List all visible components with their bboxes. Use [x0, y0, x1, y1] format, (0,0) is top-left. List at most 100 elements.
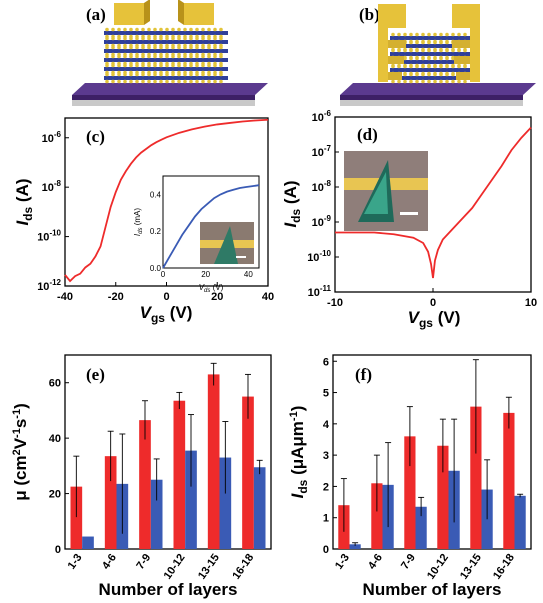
chart-c-ytick-label-1-part: 10	[37, 232, 49, 244]
atom-top	[147, 54, 151, 59]
atom-top	[415, 72, 419, 77]
electrode-right-a	[178, 0, 214, 25]
panel-a-label: (a)	[86, 5, 106, 24]
atom-top	[207, 54, 211, 59]
atom-top	[451, 64, 455, 69]
chart-e-xtick-label-2: 7-9	[134, 552, 153, 572]
atom-top	[129, 54, 133, 59]
chart-e-bar-0-5	[242, 396, 254, 549]
chart-f-xlabel: Number of layers	[363, 580, 502, 599]
atom-top	[195, 36, 199, 41]
atom-bottom	[159, 79, 163, 84]
chart-d-xlabel-part: V	[408, 308, 421, 327]
chart-f-ytick-label-6-part: 6	[323, 356, 329, 368]
atom-top	[433, 48, 437, 53]
chart-e-panel-label: (e)	[86, 365, 105, 384]
atom-top	[183, 27, 187, 32]
chart-e-bar-1-4	[219, 457, 232, 549]
atom-top	[147, 72, 151, 77]
atom-top	[445, 40, 449, 45]
atom-top	[457, 32, 461, 37]
atom-top	[451, 56, 455, 61]
inset-xtick-label-2: 40	[244, 270, 253, 279]
layer-core	[390, 68, 472, 72]
atom-bottom	[391, 79, 395, 84]
atom-top	[159, 45, 163, 50]
chart-c-xlabel-part: gs	[151, 311, 165, 325]
atom-top	[403, 48, 407, 53]
chart-e-xtick-label-1: 4-6	[100, 552, 119, 572]
atom-top	[445, 32, 449, 37]
atom-top	[219, 72, 223, 77]
atom-top	[189, 36, 193, 41]
atom-bottom	[105, 79, 109, 84]
atom-top	[219, 54, 223, 59]
chart-c-ylabel-part: ds	[21, 206, 35, 220]
atom-top	[397, 32, 401, 37]
atom-bottom	[219, 79, 223, 84]
chart-c-xtick-label-0-part: -40	[57, 291, 73, 303]
atom-top	[141, 36, 145, 41]
atom-top	[165, 36, 169, 41]
atom-top	[135, 72, 139, 77]
chart-d-ytick-label-5: 10-6	[312, 109, 332, 124]
chart-d-xlabel-part: (V)	[433, 308, 460, 327]
chart-f-xtick-label-3: 10-12	[425, 552, 451, 582]
atom-bottom	[415, 79, 419, 84]
atom-top	[171, 72, 175, 77]
atom-top	[183, 54, 187, 59]
chart-f-ytick-label-3-part: 3	[323, 450, 329, 462]
atom-top	[105, 36, 109, 41]
atom-top	[439, 32, 443, 37]
atom-top	[123, 63, 127, 68]
atom-bottom	[439, 79, 443, 84]
layer-core	[104, 58, 228, 62]
chart-f-ytick-label-2: 2	[323, 481, 329, 493]
chart-f-ylabel-part: (μAμm	[288, 421, 307, 480]
atom-top	[135, 54, 139, 59]
atom-top	[135, 45, 139, 50]
inset-ylabel-part: ds	[138, 227, 144, 233]
atom-top	[201, 63, 205, 68]
chart-f-ytick-label-1-part: 1	[323, 513, 329, 525]
atom-bottom	[111, 79, 115, 84]
atom-top	[183, 63, 187, 68]
atom-top	[463, 48, 467, 53]
chart-c-ytick-label-1: 10-10	[37, 229, 61, 244]
chart-e-xtick-label-4: 13-15	[196, 552, 222, 582]
atom-top	[135, 27, 139, 32]
atom-top	[189, 63, 193, 68]
atom-top	[427, 32, 431, 37]
atom-top	[207, 63, 211, 68]
atom-top	[445, 56, 449, 61]
chart-d-ytick-label-1-part: 10	[307, 252, 319, 264]
atom-top	[147, 27, 151, 32]
atom-top	[117, 54, 121, 59]
chart-d-ytick-label-4-part: 10	[312, 147, 324, 159]
chart-c-ytick-label-1-part: -10	[49, 229, 61, 238]
atom-top	[177, 72, 181, 77]
chart-c-ytick-label-0-part: 10	[37, 281, 49, 293]
chart-e-ytick-label-3: 60	[49, 378, 61, 390]
atom-top	[427, 48, 431, 53]
atom-bottom	[463, 79, 467, 84]
atom-top	[427, 64, 431, 69]
micrograph-flake	[214, 226, 238, 264]
atom-bottom	[207, 79, 211, 84]
atom-top	[159, 27, 163, 32]
atom-top	[153, 72, 157, 77]
atom-top	[171, 45, 175, 50]
chart-c-ytick-label-3-part: 10	[42, 133, 54, 145]
substrate-top-b	[340, 83, 536, 95]
chart-f-ytick-label-1: 1	[323, 513, 329, 525]
inset-ytick-label-2-part: 0.4	[150, 190, 162, 199]
chart-d-ytick-label-1: 10-10	[307, 249, 331, 264]
chart-c-ylabel-part: I	[13, 220, 32, 226]
chart-c-ylabel-part: (A)	[13, 178, 32, 206]
atom-bottom	[141, 79, 145, 84]
chart-e-xtick-label-4-part: 13-15	[196, 552, 222, 582]
chart-e-ylabel-part: -1	[11, 409, 23, 419]
atom-top	[201, 27, 205, 32]
chart-e-ytick-label-0: 0	[55, 544, 61, 556]
atom-bottom	[445, 79, 449, 84]
